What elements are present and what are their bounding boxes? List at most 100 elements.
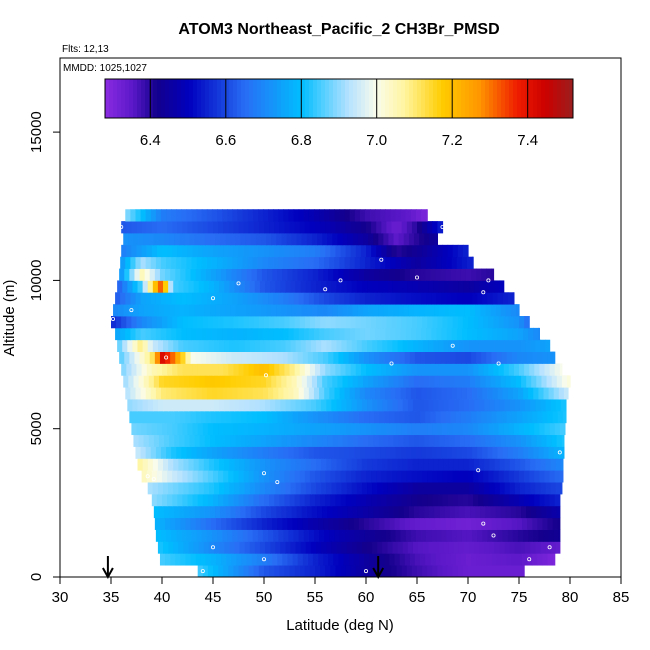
heat-cell [398, 304, 405, 317]
heat-cell [352, 505, 359, 519]
heat-cell [320, 244, 326, 258]
heat-cell [339, 256, 346, 269]
heat-cell [343, 268, 350, 281]
heat-cell [332, 505, 339, 519]
heat-cell [348, 410, 355, 424]
heat-cell [322, 304, 328, 317]
heat-cell [311, 434, 318, 447]
heat-cell [155, 209, 162, 222]
heat-cell [247, 209, 254, 222]
heat-cell [258, 470, 265, 483]
heat-cell [341, 339, 348, 352]
heat-cell [474, 458, 480, 471]
heat-cell [292, 410, 299, 424]
heat-cell [270, 541, 276, 554]
heat-cell [404, 268, 411, 281]
heat-cell [439, 434, 446, 447]
y-axis-label: Altitude (m) [1, 280, 18, 357]
heat-cell [279, 316, 285, 329]
heat-cell [221, 553, 227, 566]
heat-cell [268, 209, 274, 222]
heat-cell [464, 304, 471, 317]
heat-cell [223, 470, 229, 483]
heat-cell [450, 410, 457, 424]
heat-cell [382, 399, 389, 412]
heat-cell [471, 553, 477, 566]
heat-cell [406, 244, 413, 258]
heat-cell [272, 268, 278, 281]
heat-cell [283, 292, 290, 305]
plot-frame [59, 57, 622, 578]
heat-cell [275, 339, 281, 352]
heat-cell [265, 482, 271, 495]
heat-cell [329, 327, 335, 341]
heat-cell [407, 280, 414, 293]
heat-cell [346, 541, 353, 554]
heat-cell [367, 458, 373, 471]
heat-cell [222, 529, 228, 542]
heat-cell [400, 327, 407, 341]
heat-cell [390, 292, 397, 305]
heat-cell [327, 434, 333, 447]
heat-cell [222, 209, 228, 222]
heat-cell [219, 339, 225, 352]
heat-cell [243, 470, 250, 483]
heat-cell [428, 280, 434, 293]
colorbar-swatch [277, 79, 282, 118]
heat-cell [338, 553, 345, 566]
heat-cell [476, 553, 482, 566]
heat-cell [354, 446, 361, 459]
heat-cell [344, 292, 351, 305]
heat-cell [557, 410, 564, 424]
heat-cell [209, 232, 216, 246]
heat-cell [475, 304, 481, 317]
heat-cell [432, 422, 438, 436]
dates-label: MMDD: 1025,1027 [63, 63, 147, 74]
heat-cell [309, 565, 316, 577]
heat-cell [202, 244, 209, 258]
heat-cell [515, 434, 522, 447]
heat-cell [360, 244, 367, 258]
heat-cell [330, 363, 336, 376]
heat-cell [177, 244, 183, 258]
heat-cell [132, 339, 139, 352]
heat-cell [177, 316, 183, 329]
heat-cell [237, 446, 244, 459]
heat-cell [321, 541, 327, 554]
heat-cell [304, 470, 311, 483]
heat-cell [448, 280, 455, 293]
heat-cell [273, 327, 279, 341]
heat-cell [271, 434, 277, 447]
heat-cell [183, 482, 190, 495]
heat-cell [367, 280, 373, 293]
heat-cell [359, 529, 366, 542]
heat-cell [454, 505, 461, 519]
heat-cell [427, 363, 433, 376]
heat-cell [445, 553, 452, 566]
heat-cell [510, 434, 517, 447]
heat-cell [225, 232, 231, 246]
heat-cell [312, 351, 319, 364]
heat-cell [129, 410, 136, 424]
heat-cell [362, 232, 369, 246]
heat-cell [185, 268, 192, 281]
heatmap-cells [111, 209, 571, 577]
heat-cell [377, 482, 383, 495]
heat-cell [190, 517, 197, 530]
heat-cell [248, 363, 255, 376]
heat-cell [170, 553, 176, 566]
heat-cell [395, 209, 402, 222]
heat-cell [482, 529, 488, 542]
heat-cell [452, 565, 459, 577]
heat-cell [352, 232, 359, 246]
heat-cell [437, 565, 444, 577]
heat-cell [410, 327, 417, 341]
heat-cell [370, 256, 376, 269]
heat-cell [206, 446, 213, 459]
heat-cell [259, 280, 266, 293]
heat-cell [277, 553, 283, 566]
heat-cell [156, 221, 163, 234]
heat-cell [221, 351, 227, 364]
heat-cell [491, 268, 495, 281]
heat-cell [438, 458, 445, 471]
